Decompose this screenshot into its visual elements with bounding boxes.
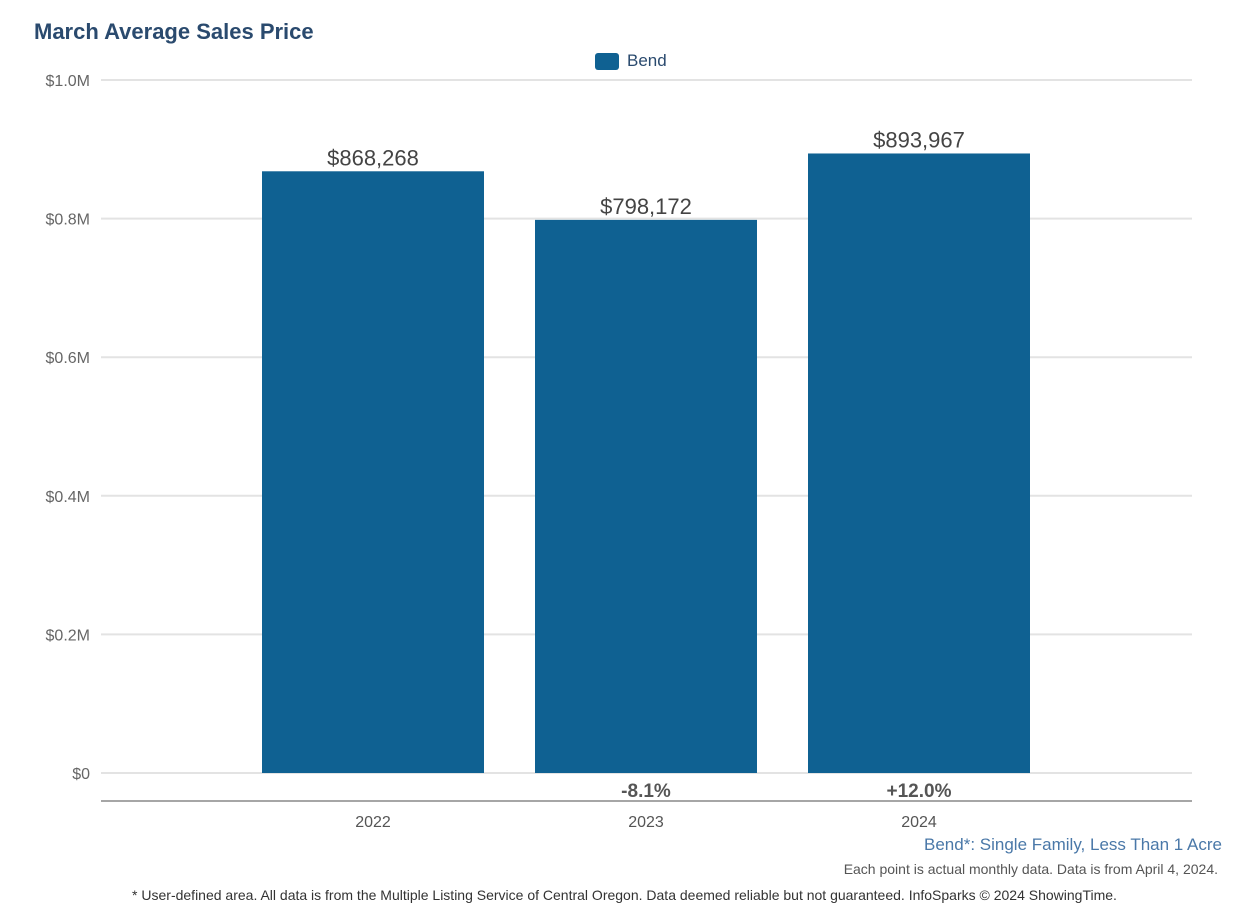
bar-2022 — [262, 171, 484, 773]
data-label: $893,967 — [873, 127, 965, 152]
x-tick-label: 2023 — [628, 814, 664, 831]
change-label: +12.0% — [887, 781, 952, 802]
data-label: $798,172 — [600, 194, 692, 219]
y-tick-label: $0.8M — [46, 212, 90, 229]
legend[interactable]: Bend — [595, 51, 667, 71]
y-tick-label: $0.2M — [46, 627, 90, 644]
legend-label-bend: Bend — [627, 51, 667, 70]
area-note: Bend*: Single Family, Less Than 1 Acre — [924, 835, 1222, 854]
chart-title: March Average Sales Price — [34, 19, 314, 44]
x-tick-label: 2022 — [355, 814, 391, 831]
y-tick-label: $0.4M — [46, 489, 90, 506]
y-tick-label: $0.6M — [46, 350, 90, 367]
y-tick-label: $1.0M — [46, 73, 90, 90]
x-tick-label: 2024 — [901, 814, 937, 831]
data-note: Each point is actual monthly data. Data … — [843, 861, 1218, 877]
data-label: $868,268 — [327, 145, 419, 170]
legend-swatch-bend — [595, 52, 619, 70]
footer-note: * User-defined area. All data is from th… — [132, 887, 1117, 903]
change-label: -8.1% — [621, 781, 671, 802]
bar-2024 — [808, 153, 1030, 774]
bar-2023 — [535, 219, 757, 773]
y-tick-label: $0 — [72, 766, 90, 783]
